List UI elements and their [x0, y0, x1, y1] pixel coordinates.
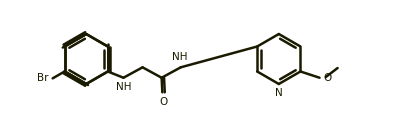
Text: Br: Br	[37, 73, 48, 83]
Text: NH: NH	[172, 52, 188, 62]
Text: N: N	[275, 88, 283, 99]
Text: NH: NH	[116, 82, 132, 92]
Text: O: O	[323, 73, 331, 83]
Text: O: O	[159, 97, 167, 107]
